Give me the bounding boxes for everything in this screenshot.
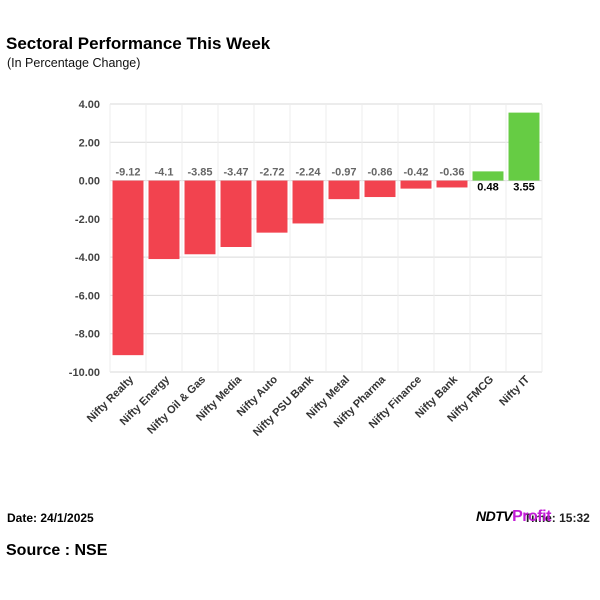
x-tick-label: Nifty PSU Bank bbox=[251, 373, 317, 439]
brand-profit: Profit bbox=[512, 508, 551, 525]
source-label: Source : NSE bbox=[6, 542, 108, 559]
y-tick-label: -8.00 bbox=[75, 329, 100, 341]
data-label: -3.85 bbox=[187, 167, 212, 179]
time-label: Time: 15:32 bbox=[524, 511, 590, 525]
data-label: -2.24 bbox=[295, 167, 321, 179]
y-tick-label: -6.00 bbox=[75, 290, 100, 302]
data-label: -3.47 bbox=[223, 167, 248, 179]
data-label: -0.36 bbox=[439, 167, 464, 179]
data-label: -0.97 bbox=[331, 167, 356, 179]
bar bbox=[400, 180, 432, 189]
bar bbox=[508, 112, 540, 181]
bar bbox=[328, 180, 360, 200]
y-tick-label: 2.00 bbox=[79, 137, 100, 149]
bar bbox=[364, 180, 396, 198]
chart-title: Sectoral Performance This Week bbox=[6, 34, 271, 53]
bar bbox=[220, 180, 252, 247]
y-tick-label: -2.00 bbox=[75, 214, 100, 226]
data-label: -4.1 bbox=[155, 167, 174, 179]
data-label: 0.48 bbox=[477, 182, 498, 194]
y-tick-label: -10.00 bbox=[69, 367, 100, 379]
y-tick-label: 4.00 bbox=[79, 99, 100, 111]
bar bbox=[148, 180, 180, 260]
bar bbox=[436, 180, 468, 188]
bar bbox=[292, 180, 324, 224]
data-label: -2.72 bbox=[259, 167, 284, 179]
bar bbox=[184, 180, 216, 255]
data-label: 3.55 bbox=[513, 182, 534, 194]
brand-ndtv: NDTV bbox=[476, 508, 513, 524]
chart-subtitle: (In Percentage Change) bbox=[7, 56, 141, 70]
bar bbox=[112, 180, 144, 356]
x-tick-label: Nifty IT bbox=[497, 373, 532, 408]
bar bbox=[472, 171, 504, 181]
y-tick-label: 0.00 bbox=[79, 176, 100, 188]
y-tick-label: -4.00 bbox=[75, 252, 100, 264]
data-label: -0.86 bbox=[367, 167, 392, 179]
date-label: Date: 24/1/2025 bbox=[7, 511, 94, 525]
data-label: -0.42 bbox=[403, 167, 428, 179]
ndtv-profit-logo: NDTVProfit bbox=[476, 508, 551, 526]
bar bbox=[256, 180, 288, 233]
data-label: -9.12 bbox=[115, 167, 140, 179]
